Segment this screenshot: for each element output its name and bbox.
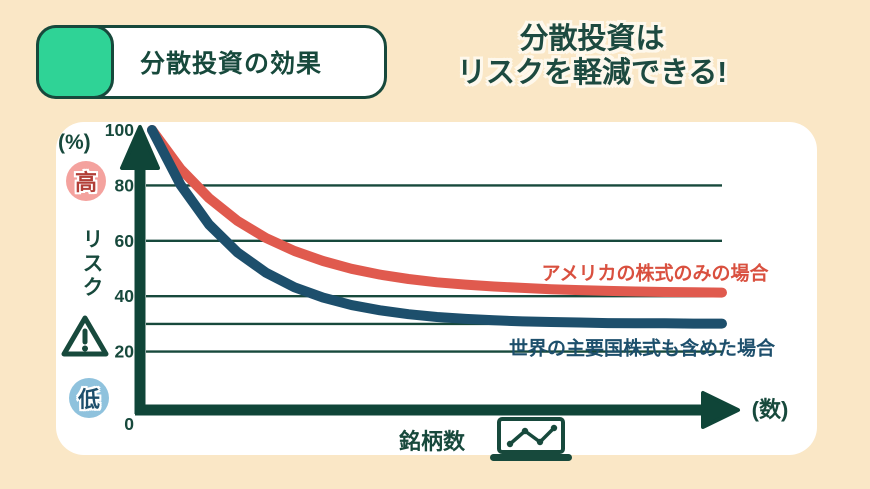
risk-low-badge: 低: [69, 378, 109, 418]
y-unit-label: (%): [58, 131, 91, 154]
laptop-chart-icon: [490, 417, 572, 461]
y-tick-100: 100: [105, 120, 134, 140]
y-tick-40: 40: [115, 286, 135, 306]
x-unit-label: (数): [751, 397, 789, 422]
y-tick-60: 60: [115, 231, 135, 251]
series-layer: [147, 125, 727, 329]
chart-card: 100 80 60 40 20 0 (%) 高 リスク 低 アメリカの株式のみの場合 世界…: [56, 120, 817, 461]
x-axis: [135, 391, 740, 429]
page-title-line2: リスクを軽減できる!: [456, 57, 728, 89]
risk-high-badge: 高: [66, 161, 106, 201]
series-line-1: [147, 125, 727, 329]
series-line-0: [147, 125, 727, 298]
section-badge: 分散投資の効果: [36, 25, 387, 99]
y-tick-labels: 100 80 60 40 20 0: [105, 120, 134, 434]
y-axis-title: リスク: [80, 228, 103, 300]
y-tick-0: 0: [124, 414, 134, 434]
page-title-line1: 分散投資は: [519, 23, 665, 55]
section-badge-label: 分散投資の効果: [140, 50, 323, 78]
series-label-world: 世界の主要国株式も含めた場合: [508, 338, 776, 360]
series-label-us-only: アメリカの株式のみの場合: [541, 263, 769, 285]
page-title: 分散投資は リスクを軽減できる!: [432, 22, 752, 90]
badge-accent-square: [36, 25, 114, 99]
x-axis-title: 銘柄数: [398, 429, 466, 454]
warning-icon: [61, 315, 109, 357]
y-axis: [120, 125, 160, 414]
y-tick-80: 80: [115, 175, 135, 195]
y-tick-20: 20: [115, 342, 135, 362]
risk-chart: 100 80 60 40 20 0: [105, 120, 740, 434]
